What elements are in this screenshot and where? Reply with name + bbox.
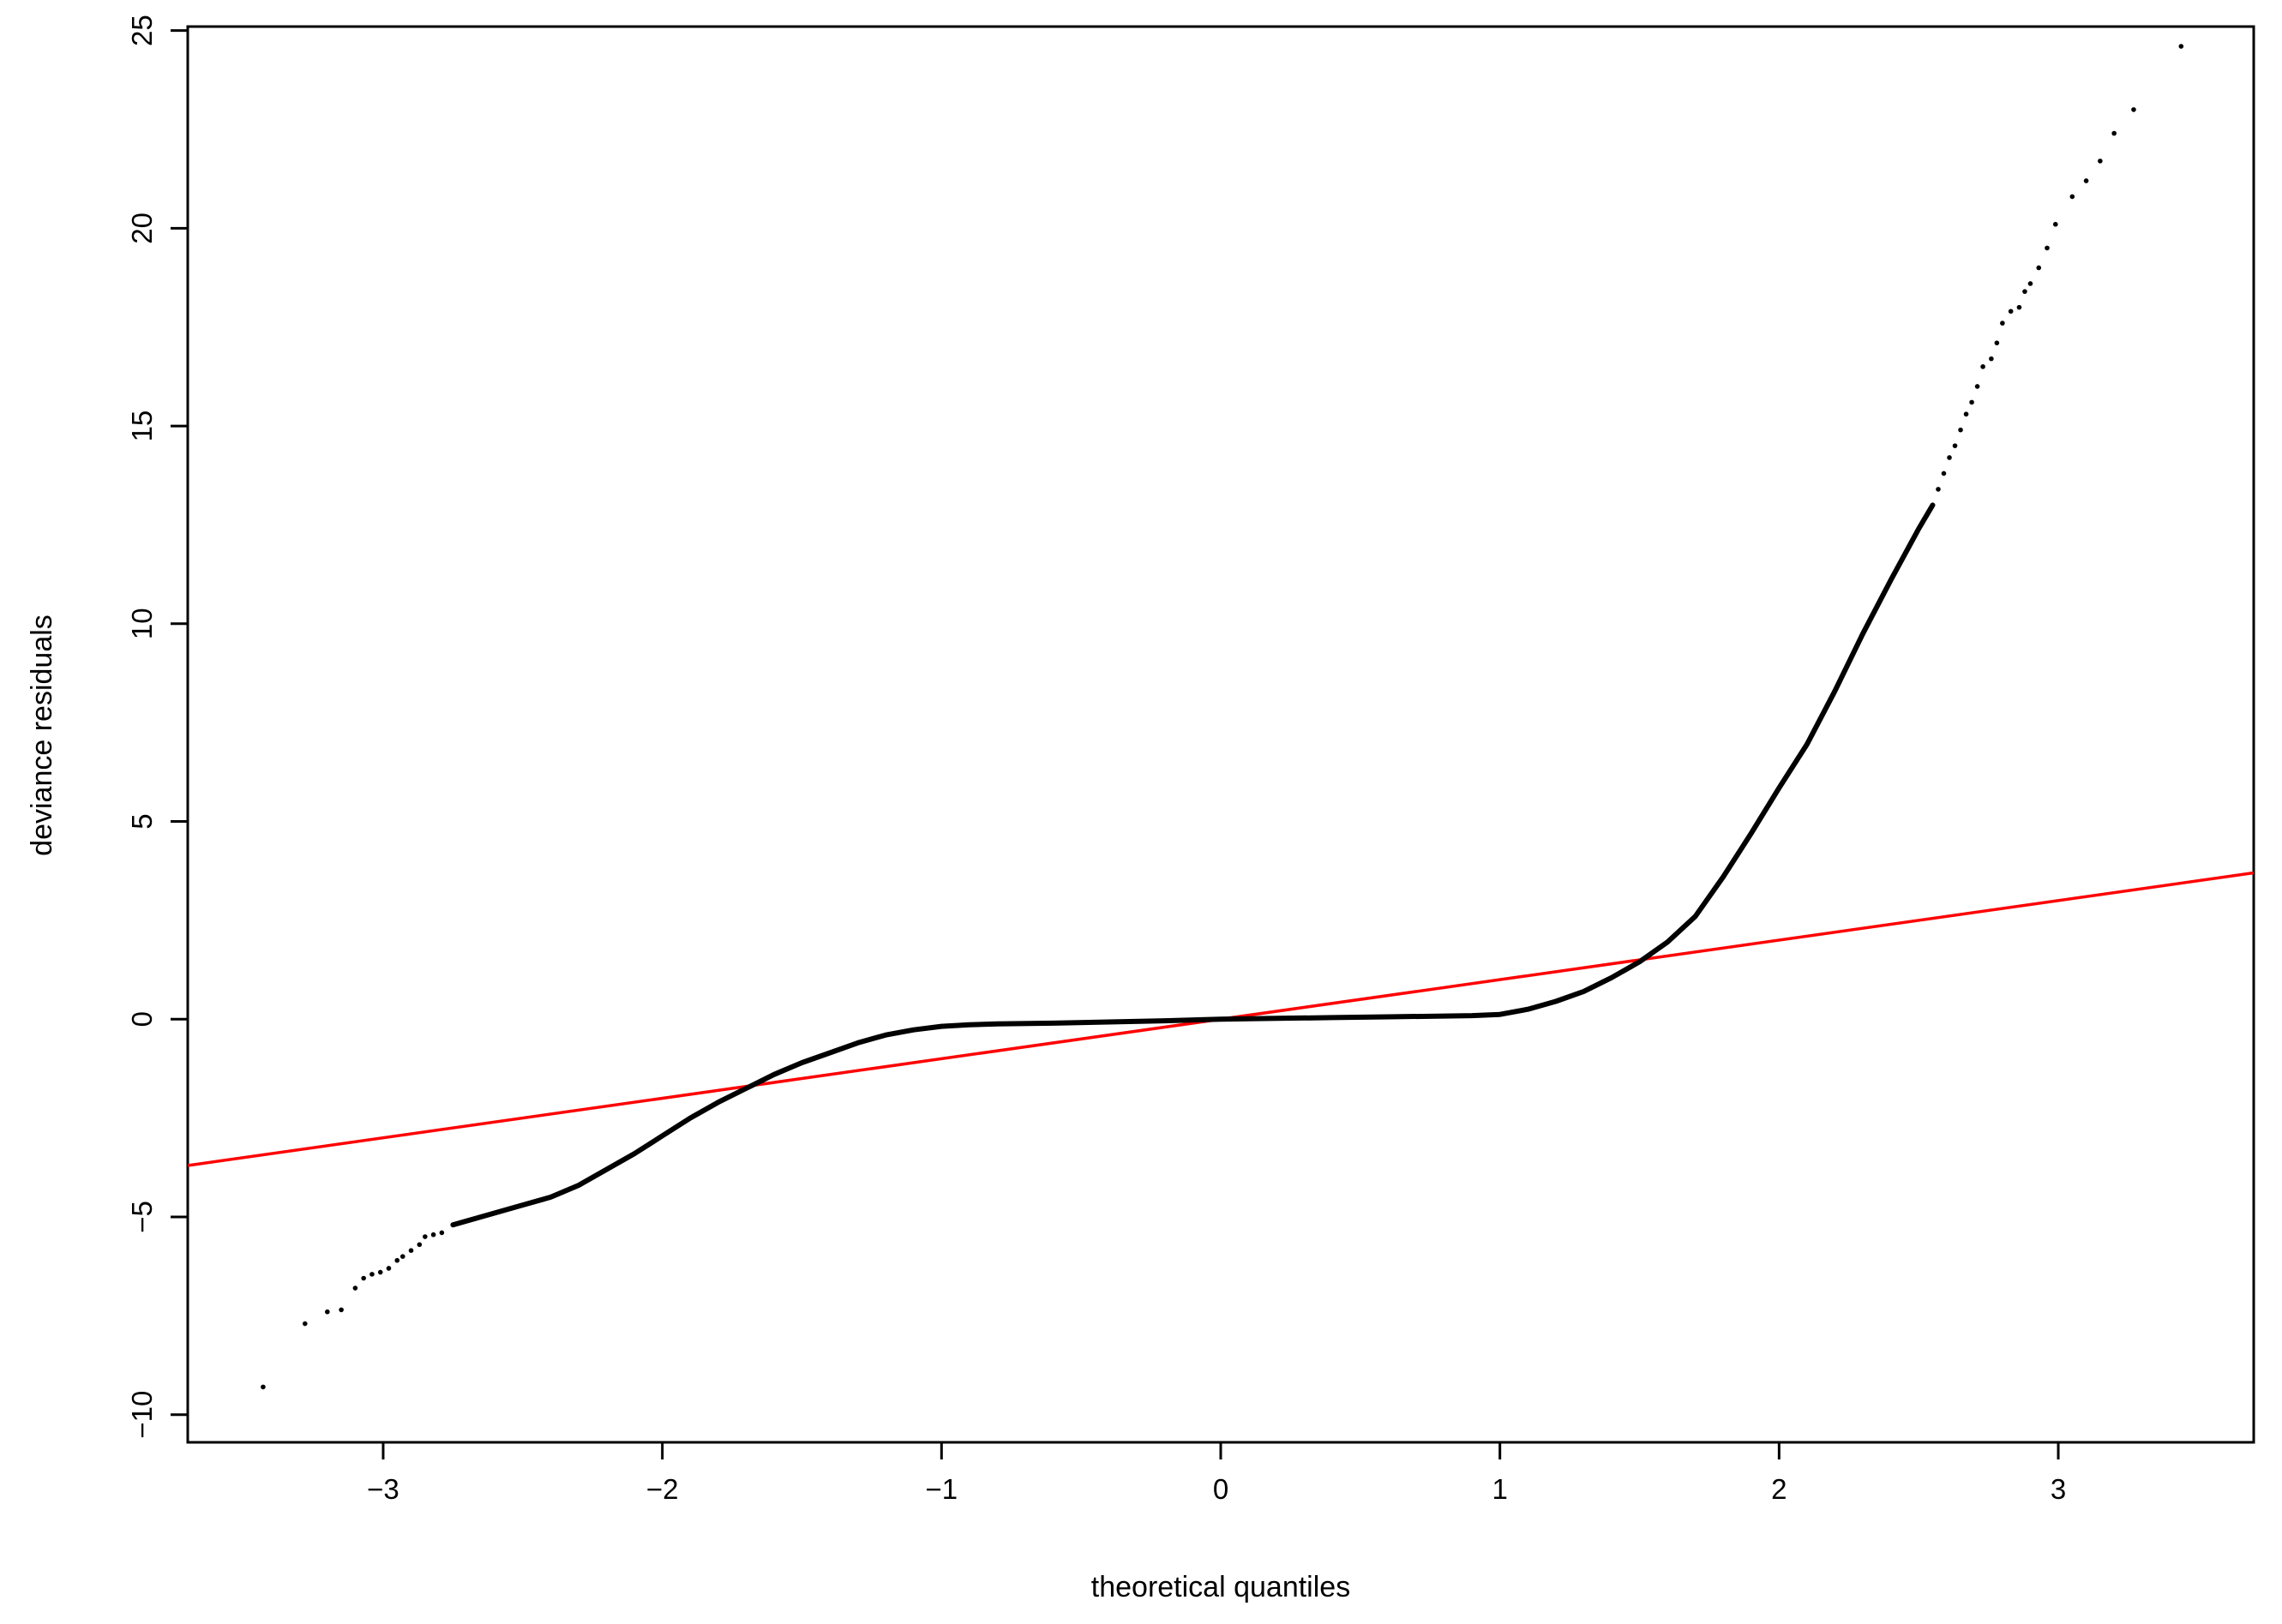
- data-point: [2131, 107, 2136, 112]
- y-tick-label: 5: [126, 813, 158, 829]
- data-point: [1974, 384, 1980, 389]
- data-point: [394, 1257, 400, 1263]
- data-point: [2036, 265, 2042, 271]
- qq-curve: [450, 502, 1936, 1228]
- x-tick-label: 2: [1771, 1473, 1787, 1505]
- data-point: [417, 1242, 423, 1248]
- data-point: [2069, 194, 2075, 200]
- data-point: [2000, 321, 2005, 326]
- x-axis: −3 −2 −1 0 1 2 3: [367, 1441, 2066, 1505]
- x-tick-label: −3: [367, 1473, 399, 1505]
- data-point: [2016, 304, 2022, 310]
- data-point: [369, 1272, 375, 1277]
- y-tick-label: 10: [126, 608, 158, 639]
- data-point: [2022, 289, 2027, 294]
- data-point: [2083, 178, 2089, 183]
- tail-points: [261, 44, 2184, 1390]
- y-tick-label: 25: [126, 15, 158, 46]
- x-tick-label: 0: [1213, 1473, 1228, 1505]
- y-tick-label: 15: [126, 410, 158, 442]
- data-point: [2052, 221, 2058, 227]
- data-point: [1989, 356, 1994, 362]
- data-point: [2178, 44, 2184, 49]
- data-point: [1969, 399, 1974, 405]
- x-tick-label: −2: [646, 1473, 679, 1505]
- data-point: [1958, 427, 1963, 433]
- y-tick-label: 20: [126, 213, 158, 244]
- data-point: [1994, 340, 2000, 345]
- y-tick-label: 0: [126, 1011, 158, 1027]
- data-point: [2008, 309, 2014, 315]
- x-tick-label: −1: [926, 1473, 958, 1505]
- data-point: [399, 1254, 405, 1259]
- data-point: [2027, 281, 2033, 286]
- data-point: [430, 1231, 436, 1237]
- data-point: [2098, 159, 2103, 164]
- y-tick-label: −5: [126, 1201, 158, 1233]
- plot-frame: [186, 25, 2255, 1444]
- data-point: [1952, 443, 1958, 448]
- data-point: [352, 1285, 358, 1291]
- data-point: [1980, 364, 1985, 369]
- data-point: [302, 1321, 308, 1327]
- x-axis-label: theoretical quantiles: [1091, 1571, 1350, 1603]
- data-point: [386, 1266, 392, 1271]
- data-point: [2111, 130, 2117, 136]
- data-point: [423, 1234, 428, 1239]
- data-point: [339, 1307, 344, 1313]
- data-point: [1941, 470, 1947, 476]
- y-axis-label: deviance residuals: [26, 614, 58, 856]
- data-point: [1936, 487, 1941, 492]
- data-point: [325, 1309, 330, 1315]
- data-point: [408, 1248, 414, 1253]
- x-tick-label: 3: [2051, 1473, 2066, 1505]
- data-point: [439, 1230, 445, 1236]
- data-point: [1963, 411, 1969, 417]
- data-point: [2045, 245, 2050, 251]
- data-point: [361, 1275, 366, 1281]
- x-tick-label: 1: [1492, 1473, 1507, 1505]
- data-point: [377, 1269, 383, 1275]
- y-axis: −10 −5 0 5 10 15 20 25: [126, 15, 189, 1439]
- data-point: [1947, 455, 1952, 460]
- y-tick-label: −10: [126, 1391, 158, 1439]
- data-point: [261, 1384, 266, 1390]
